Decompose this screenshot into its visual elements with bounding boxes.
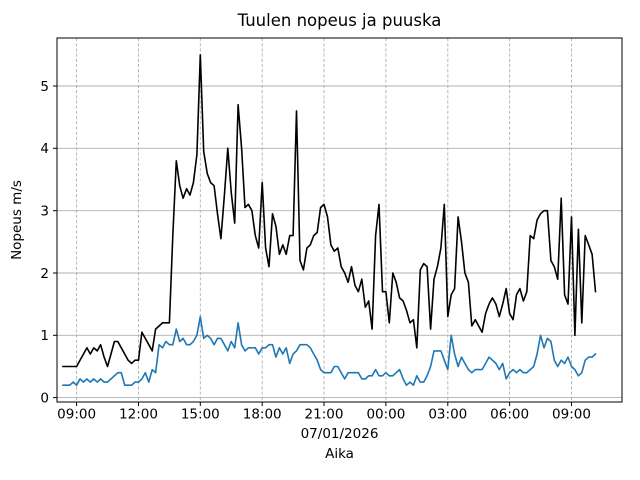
y-tick-label: 5 <box>40 79 49 95</box>
x-tick-label: 12:00 <box>119 407 158 423</box>
x-tick-label: 06:00 <box>490 407 529 423</box>
x-tick-label: 03:00 <box>428 407 467 423</box>
y-tick-label: 2 <box>40 266 49 282</box>
x-axis-date-label: 07/01/2026 <box>300 426 379 442</box>
x-axis-label: Aika <box>325 446 354 462</box>
y-tick-label: 4 <box>40 141 49 157</box>
y-tick-label: 3 <box>40 204 49 220</box>
x-tick-label: 18:00 <box>243 407 282 423</box>
x-tick-label: 09:00 <box>552 407 591 423</box>
series-line-gust <box>61 53 597 368</box>
x-tick-label: 09:00 <box>57 407 96 423</box>
chart-title: Tuulen nopeus ja puuska <box>237 11 442 30</box>
series-line-wind-speed <box>61 315 597 387</box>
y-tick-label: 0 <box>40 390 49 406</box>
axes-frame <box>56 37 623 403</box>
x-tick-label: 21:00 <box>305 407 344 423</box>
x-tick-label: 15:00 <box>181 407 220 423</box>
y-axis-label: Nopeus m/s <box>9 180 25 260</box>
x-tick-label: 00:00 <box>366 407 405 423</box>
y-tick-label: 1 <box>40 328 49 344</box>
